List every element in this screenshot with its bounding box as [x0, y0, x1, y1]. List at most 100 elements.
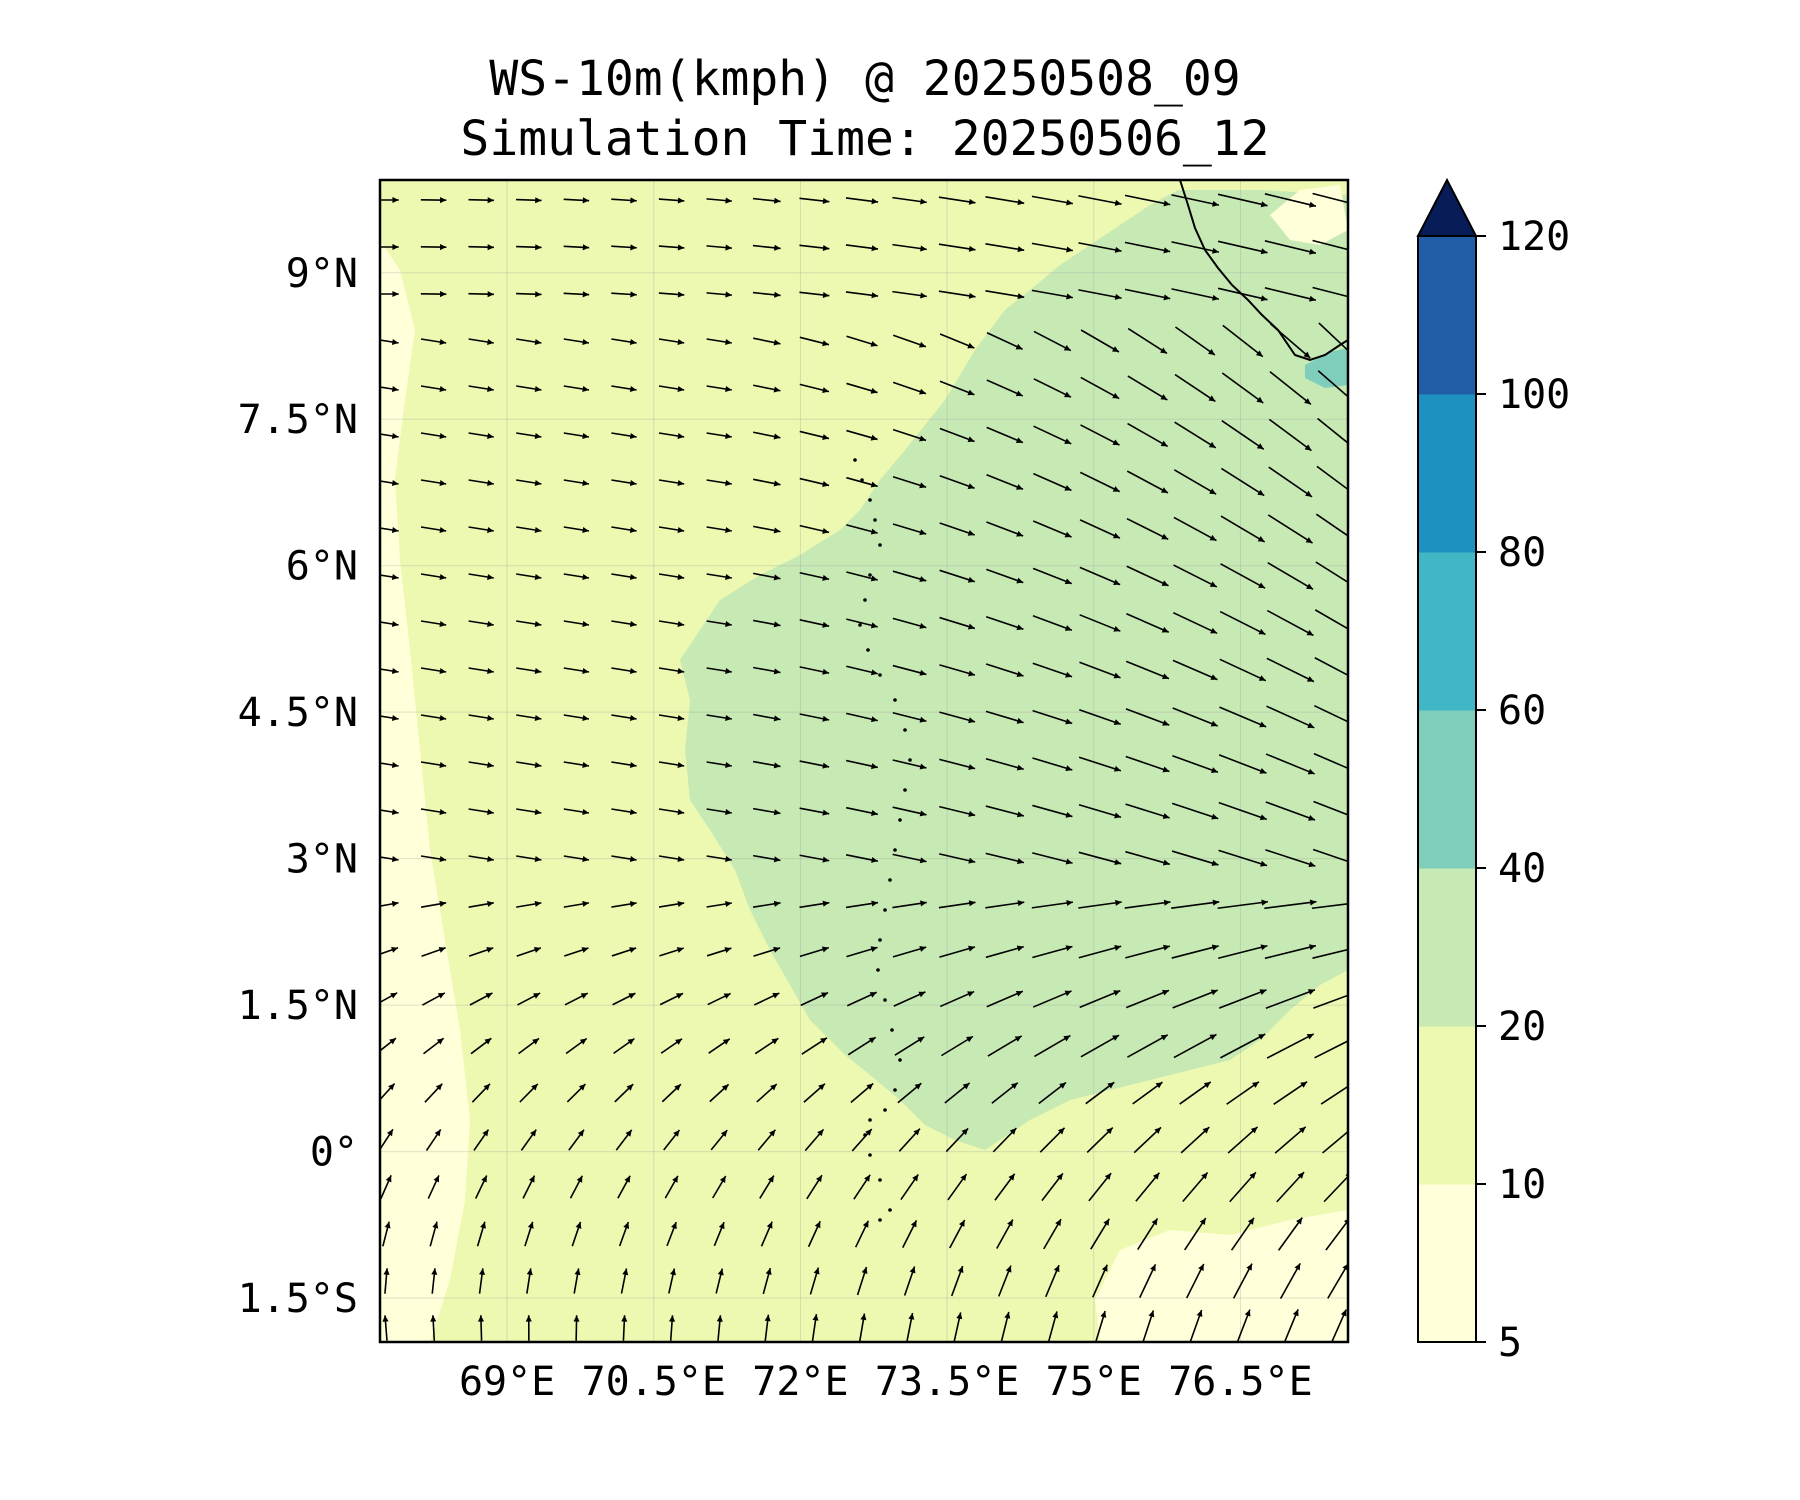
wind-arrow: [380, 480, 399, 487]
wind-arrow: [420, 197, 447, 204]
wind-arrow: [420, 808, 447, 816]
wind-arrow: [1219, 706, 1267, 728]
wind-arrow: [380, 1174, 392, 1200]
wind-arrow: [938, 900, 976, 909]
wind-arrow: [566, 1083, 587, 1103]
wind-arrow: [468, 808, 494, 816]
colorbar-tick-label: 5: [1498, 1320, 1522, 1366]
wind-arrow: [468, 573, 494, 581]
island-dot: [883, 1108, 887, 1112]
lat-tick-label: 0°: [310, 1130, 358, 1176]
wind-arrow: [1137, 1218, 1159, 1250]
wind-arrow: [1000, 1311, 1011, 1342]
wind-arrow: [757, 1129, 776, 1151]
wind-arrow: [706, 526, 732, 534]
wind-arrow: [892, 617, 927, 629]
lat-tick-label: 6°N: [286, 544, 358, 590]
wind-arrow: [1043, 1218, 1062, 1250]
wind-arrow: [1173, 469, 1217, 495]
wind-arrow: [516, 714, 542, 722]
wind-arrow: [756, 1083, 778, 1103]
wind-arrow: [706, 714, 732, 722]
wind-arrow: [1189, 1309, 1203, 1342]
wind-arrow: [845, 854, 879, 863]
wind-arrow: [468, 432, 494, 440]
lon-tick-label: 73.5°E: [875, 1359, 1020, 1405]
wind-arrow: [1264, 193, 1317, 208]
wind-arrow: [1171, 850, 1219, 867]
wind-arrow: [986, 426, 1024, 444]
wind-arrow: [1078, 804, 1122, 819]
wind-arrow: [1174, 421, 1217, 449]
coastline: [1179, 180, 1348, 362]
wind-arrow: [611, 338, 637, 346]
wind-arrow: [939, 990, 975, 1008]
wind-arrow: [468, 620, 494, 628]
wind-arrow: [1171, 288, 1220, 301]
wind-arrow: [1078, 944, 1122, 959]
wind-arrow: [892, 196, 927, 205]
island-dot: [878, 543, 882, 547]
wind-arrow: [1316, 465, 1348, 491]
wind-arrow: [938, 243, 976, 252]
wind-arrow: [659, 947, 684, 957]
wind-arrow: [524, 1221, 534, 1247]
wind-speed-20-40-region: [680, 190, 1348, 1150]
wind-arrow: [1079, 614, 1121, 632]
wind-arrow: [892, 806, 927, 817]
wind-arrow: [1031, 242, 1074, 253]
wind-arrow: [1277, 1217, 1303, 1251]
wind-arrow: [892, 853, 927, 864]
wind-arrow: [985, 805, 1025, 818]
wind-arrow: [799, 197, 830, 205]
wind-arrow: [1172, 611, 1218, 635]
wind-arrow: [706, 761, 732, 769]
wind-arrow: [517, 992, 541, 1006]
wind-arrow: [706, 338, 732, 346]
wind-arrow: [1312, 948, 1348, 959]
wind-arrow: [986, 379, 1024, 397]
wind-arrow: [1314, 1040, 1348, 1059]
wind-arrow: [799, 946, 830, 958]
wind-arrow: [522, 1175, 536, 1199]
wind-arrow: [753, 384, 781, 393]
wind-arrow: [429, 1221, 439, 1247]
wind-arrow: [1174, 326, 1216, 356]
wind-arrow: [1078, 756, 1122, 772]
wind-arrow: [468, 714, 494, 722]
wind-arrow: [753, 337, 781, 346]
wind-arrow: [420, 526, 447, 534]
wind-arrow: [753, 525, 781, 534]
wind-arrow: [1078, 851, 1122, 866]
wind-arrow: [658, 244, 685, 251]
wind-arrow: [380, 433, 399, 440]
island-dot: [883, 998, 887, 1002]
wind-arrow: [618, 1221, 630, 1247]
wind-arrow: [516, 667, 542, 675]
wind-arrow: [1266, 1033, 1315, 1059]
wind-arrow: [799, 524, 830, 534]
wind-arrow: [1221, 372, 1264, 404]
wind-arrow: [1033, 472, 1072, 492]
wind-arrow: [1132, 1081, 1163, 1105]
wind-arrow: [1313, 994, 1348, 1009]
wind-arrow: [799, 666, 830, 675]
wind-arrow: [753, 478, 781, 487]
wind-arrow: [845, 244, 879, 252]
wind-arrow: [420, 244, 447, 251]
wind-arrow: [469, 992, 493, 1006]
island-dot: [863, 598, 867, 602]
wind-arrow: [1088, 1172, 1112, 1202]
wind-arrow: [471, 1083, 491, 1103]
wind-arrow: [892, 759, 927, 770]
wind-arrow: [1283, 1309, 1299, 1342]
wind-arrow: [892, 476, 927, 489]
wind-arrow: [809, 1267, 820, 1295]
wind-arrow: [1264, 899, 1317, 910]
wind-arrow: [752, 666, 781, 675]
island-dot: [876, 968, 880, 972]
wind-arrow: [716, 1315, 723, 1341]
wind-arrow: [1125, 850, 1171, 866]
wind-arrow: [420, 855, 447, 863]
